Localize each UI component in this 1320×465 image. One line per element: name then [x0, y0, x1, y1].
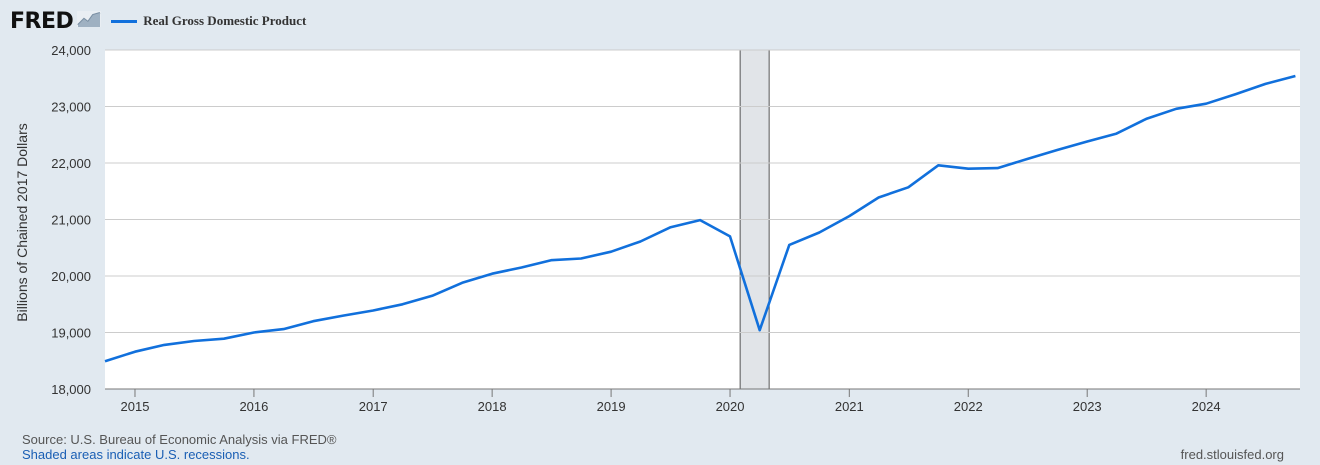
- y-tick-label: 19,000: [51, 326, 91, 341]
- recession-note: Shaded areas indicate U.S. recessions.: [22, 447, 250, 462]
- x-tick-label: 2024: [1192, 399, 1221, 414]
- legend: Real Gross Domestic Product: [111, 13, 306, 29]
- y-tick-label: 21,000: [51, 213, 91, 228]
- source-note: Source: U.S. Bureau of Economic Analysis…: [22, 432, 337, 447]
- x-tick-label: 2023: [1073, 399, 1102, 414]
- x-tick-label: 2019: [597, 399, 626, 414]
- series-line: [104, 74, 1296, 363]
- gdp-line-chart: 18,000 19,000 20,000 21,000 22,000 23,000 24,0…: [14, 43, 1300, 414]
- y-tick-label: 23,000: [51, 100, 91, 115]
- y-tick-label: 18,000: [51, 382, 91, 397]
- y-axis-label: Billions of Chained 2017 Dollars: [14, 123, 30, 321]
- x-tick-label: 2015: [121, 399, 150, 414]
- site-url[interactable]: fred.stlouisfed.org: [1180, 447, 1284, 462]
- fred-logo[interactable]: FRED: [10, 8, 74, 34]
- x-tick-label: 2016: [239, 399, 268, 414]
- y-tick-label: 24,000: [51, 43, 91, 58]
- chart-header: FRED Real Gross Domestic Product: [10, 6, 306, 36]
- x-tick-label: 2022: [954, 399, 983, 414]
- y-tick-label: 22,000: [51, 156, 91, 171]
- x-tick-label: 2017: [359, 399, 388, 414]
- legend-swatch: [111, 19, 138, 23]
- x-tick-label: 2020: [716, 399, 745, 414]
- legend-label: Real Gross Domestic Product: [143, 13, 307, 28]
- y-tick-label: 20,000: [51, 269, 91, 284]
- chart-line-icon: [77, 10, 102, 32]
- x-tick-label: 2018: [478, 399, 507, 414]
- chart-footer: Source: U.S. Bureau of Economic Analysis…: [22, 432, 336, 462]
- x-tick-label: 2021: [835, 399, 864, 414]
